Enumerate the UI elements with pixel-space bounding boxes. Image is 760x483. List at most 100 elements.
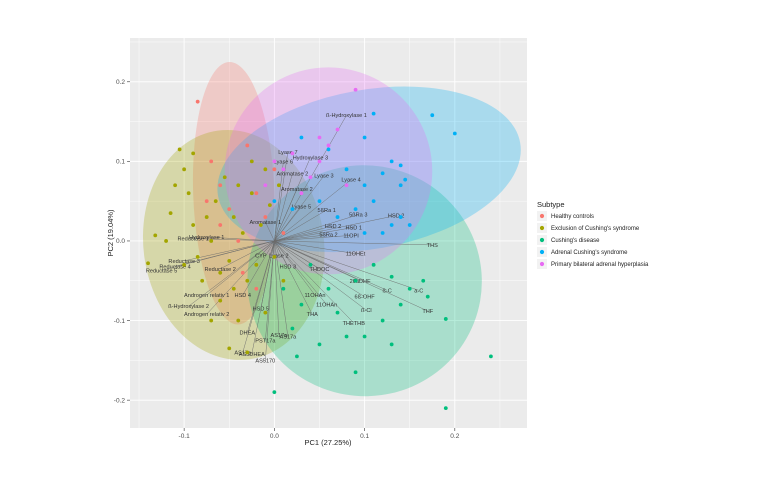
group-ellipses xyxy=(142,61,521,397)
data-point xyxy=(272,159,277,164)
x-tick-label: 0.1 xyxy=(360,433,369,440)
data-point xyxy=(443,317,448,321)
loading-arrow xyxy=(161,240,275,271)
data-point xyxy=(398,163,403,168)
data-point xyxy=(267,203,272,208)
loading-arrow xyxy=(274,234,329,242)
data-point xyxy=(421,278,426,283)
loading-arrow xyxy=(220,240,275,270)
y-tick-label: 0.1 xyxy=(116,159,125,166)
data-point xyxy=(398,215,403,219)
loading-label: Aromatase 2 xyxy=(281,187,313,193)
loading-arrow xyxy=(274,173,293,242)
loading-arrow xyxy=(274,235,352,242)
data-point xyxy=(173,183,178,188)
loading-arrow xyxy=(193,238,275,242)
legend: Subtype Healthy controls Exclusion of Cus… xyxy=(537,200,649,269)
x-axis-title: PC1 (27.25%) xyxy=(304,438,352,447)
data-point xyxy=(344,183,349,188)
data-point xyxy=(299,302,304,307)
loading-label: Reductase 2 xyxy=(205,267,236,273)
data-point xyxy=(218,270,223,275)
data-point xyxy=(425,294,430,299)
data-point xyxy=(236,239,241,243)
data-point xyxy=(489,354,493,359)
data-point xyxy=(182,262,187,267)
data-point xyxy=(245,143,250,148)
data-point xyxy=(290,326,295,331)
y-tick-label: 0.2 xyxy=(116,79,125,86)
data-point xyxy=(430,113,435,118)
loading-label: HSD 2 xyxy=(325,224,341,230)
loading-label: 11OHAn xyxy=(304,293,325,299)
data-point xyxy=(236,318,241,323)
loading-label: THA xyxy=(307,312,318,318)
data-point xyxy=(236,183,241,188)
data-point xyxy=(281,167,286,172)
x-tick-label: 0.0 xyxy=(270,433,279,440)
loading-arrow xyxy=(251,240,275,355)
data-point xyxy=(191,223,196,227)
data-point xyxy=(272,199,277,204)
data-point xyxy=(371,111,376,116)
legend-label: Healthy controls xyxy=(551,214,594,220)
loading-arrow xyxy=(274,240,428,312)
loading-arrow xyxy=(274,225,334,242)
data-point xyxy=(299,191,304,196)
legend-swatch xyxy=(539,213,545,219)
loading-arrow xyxy=(274,240,316,296)
legend-entry: Adrenal Cushing's syndrome xyxy=(537,247,628,257)
data-point xyxy=(362,334,367,339)
data-point xyxy=(398,183,403,188)
data-point xyxy=(245,350,250,355)
loading-label: 5ßRa 1 xyxy=(318,208,336,214)
y-tick-label: 0.0 xyxy=(116,238,125,245)
data-point xyxy=(240,231,245,235)
data-point xyxy=(407,286,412,291)
data-point xyxy=(295,354,299,359)
x-tick-label: 0.2 xyxy=(450,433,459,440)
loading-label: AS17a xyxy=(279,334,297,340)
loading-arrow xyxy=(206,240,275,296)
loading-arrow xyxy=(274,240,289,337)
data-point xyxy=(272,390,277,395)
loading-label: DHEA xyxy=(240,330,256,336)
y-axis-title: PC2 (19.04%) xyxy=(106,209,115,257)
y-tick-label: -0.2 xyxy=(114,397,126,404)
data-point xyxy=(213,199,218,204)
data-point xyxy=(335,127,340,132)
loading-label: ß-C xyxy=(382,288,391,294)
data-point xyxy=(254,191,259,196)
legend-label: Adrenal Cushing's syndrome xyxy=(551,250,628,256)
loading-arrow xyxy=(274,179,352,242)
loading-label: AS5DHEA xyxy=(239,352,265,358)
data-point xyxy=(186,191,191,196)
data-point xyxy=(452,131,457,136)
loading-label: AS17a xyxy=(234,350,252,356)
loading-label: HSD 1 xyxy=(346,225,362,231)
loading-arrow xyxy=(274,240,356,254)
loading-label: Aromatase 2 xyxy=(277,171,309,177)
data-point xyxy=(443,406,448,411)
data-point xyxy=(290,207,295,212)
loading-label: Androgen relativ 2 xyxy=(184,312,229,318)
data-point xyxy=(380,318,385,323)
data-point xyxy=(308,262,313,267)
data-point xyxy=(362,183,367,188)
data-point xyxy=(353,370,358,375)
data-point xyxy=(218,223,223,227)
data-point xyxy=(254,262,259,267)
x-tick-label: -0.1 xyxy=(179,433,191,440)
legend-swatch xyxy=(539,237,545,243)
legend-swatch xyxy=(539,249,545,255)
legend-label: Primary bilateral adrenal hyperplasia xyxy=(551,262,649,268)
loading-label: AS17a xyxy=(270,333,288,339)
loading-label: HSD 3 xyxy=(280,264,296,270)
data-point xyxy=(263,310,268,315)
data-point xyxy=(299,135,304,140)
data-point xyxy=(263,167,268,172)
loading-arrow xyxy=(188,240,275,307)
data-point xyxy=(326,143,331,148)
data-point xyxy=(227,258,232,263)
